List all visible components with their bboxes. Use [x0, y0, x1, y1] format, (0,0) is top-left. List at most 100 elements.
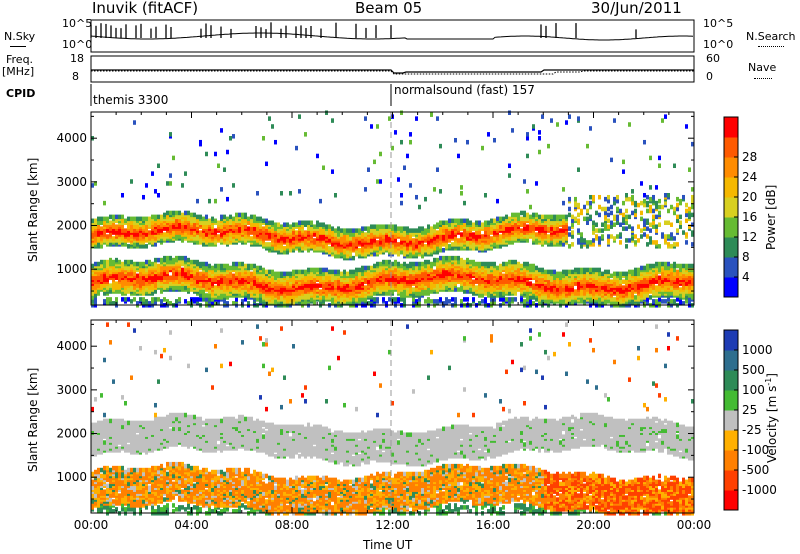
power-cell: [586, 220, 589, 226]
power-cell: [418, 226, 421, 231]
power-cell: [400, 192, 403, 198]
power-cell: [154, 283, 157, 288]
power-cell: [118, 283, 121, 288]
power-cell: [214, 218, 217, 224]
power-cell: [94, 275, 97, 281]
power-cell: [196, 275, 199, 281]
power-cell: [304, 240, 307, 245]
power-cell: [586, 240, 589, 245]
power-cell: [202, 273, 205, 279]
power-cell: [520, 283, 523, 288]
power-cell: [283, 271, 286, 277]
power-cell: [592, 226, 595, 231]
power-cell: [223, 299, 226, 304]
power-cell: [100, 230, 103, 235]
power-cell: [388, 297, 391, 302]
power-cell: [430, 244, 433, 249]
power-cell: [343, 234, 346, 239]
power-cell: [427, 240, 430, 245]
power-cell: [511, 273, 514, 279]
power-cell: [385, 281, 388, 286]
power-cell: [205, 151, 208, 157]
power-cell: [580, 289, 583, 294]
power-cell: [400, 244, 403, 249]
power-cell: [268, 116, 271, 121]
power-cell: [592, 220, 595, 226]
power-cell: [547, 279, 550, 284]
power-cell: [286, 222, 289, 227]
power-cell: [367, 167, 370, 172]
power-cell: [148, 230, 151, 235]
power-cell: [202, 261, 205, 267]
power-cell: [157, 192, 160, 198]
power-cell: [364, 244, 367, 249]
power-cell: [508, 173, 511, 178]
power-cell: [298, 226, 301, 231]
power-cell: [583, 279, 586, 284]
power-cell: [130, 228, 133, 233]
power-cell: [94, 293, 97, 298]
power-cell: [493, 218, 496, 224]
power-cell: [505, 265, 508, 271]
power-cell: [415, 265, 418, 271]
power-cell: [538, 214, 541, 220]
power-cell: [121, 192, 124, 198]
power-cell: [529, 214, 532, 220]
power-cell: [169, 132, 172, 137]
power-cell: [442, 301, 445, 306]
power-cell: [343, 287, 346, 292]
power-cell: [220, 279, 223, 284]
power-cell: [403, 232, 406, 237]
power-cell: [430, 112, 433, 117]
power-cell: [487, 226, 490, 231]
power-cell: [298, 295, 301, 300]
power-cell: [118, 214, 121, 220]
power-cell: [400, 277, 403, 282]
power-cell: [424, 299, 427, 304]
power-cell: [418, 261, 421, 267]
power-cell: [364, 265, 367, 271]
power-cell: [574, 267, 577, 273]
power-cell: [259, 216, 262, 222]
power-cell: [121, 297, 124, 302]
power-cell: [352, 232, 355, 237]
power-cell: [127, 259, 130, 265]
power-cell: [379, 246, 382, 251]
power-cell: [472, 297, 475, 302]
power-cell: [586, 200, 589, 206]
power-cell: [562, 187, 565, 192]
power-cell: [217, 263, 220, 269]
power-cell: [319, 289, 322, 294]
power-cell: [109, 297, 112, 302]
power-cell: [511, 297, 514, 302]
power-cell: [265, 242, 268, 247]
power-cell: [223, 277, 226, 282]
power-cell: [580, 236, 583, 241]
power-cell: [457, 224, 460, 229]
power-cell: [382, 273, 385, 279]
power-cell: [193, 259, 196, 265]
power-cell: [97, 236, 100, 241]
power-cell: [151, 220, 154, 226]
power-cell: [541, 240, 544, 245]
power-cell: [373, 159, 376, 165]
power-cell: [376, 261, 379, 267]
power-cell: [151, 171, 154, 176]
power-cell: [244, 297, 247, 302]
power-cell: [571, 218, 574, 224]
power-cell: [271, 279, 274, 284]
power-cell: [583, 204, 586, 210]
power-cell: [274, 246, 277, 251]
power-cell: [601, 206, 604, 212]
power-cell: [529, 295, 532, 300]
power-cell: [91, 263, 94, 269]
power-cell: [517, 212, 520, 218]
power-cell: [214, 277, 217, 282]
power-cell: [403, 165, 406, 170]
power-cell: [265, 228, 268, 233]
power-cell: [463, 259, 466, 265]
power-cell: [115, 281, 118, 286]
power-cell: [199, 214, 202, 220]
power-cell: [256, 265, 259, 271]
power-cell: [298, 269, 301, 275]
